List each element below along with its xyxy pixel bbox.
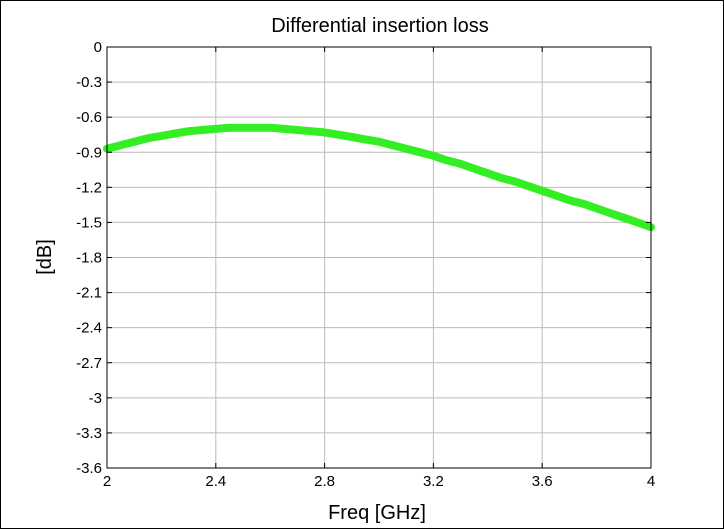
grid-lines: [107, 47, 651, 468]
y-tick-label: -1.5: [76, 214, 102, 231]
tick-marks: [106, 46, 652, 469]
y-tick-label: 0: [94, 39, 102, 56]
y-tick-label: -1.2: [76, 179, 102, 196]
y-tick-label: -2.1: [76, 285, 102, 302]
y-axis-label: [dB]: [34, 239, 56, 275]
x-axis-label: Freq [GHz]: [328, 502, 426, 524]
x-tick-label: 3.2: [423, 473, 444, 490]
series-layer: [103, 123, 655, 232]
x-tick-label: 2.8: [314, 473, 335, 490]
x-tick-label: 4: [647, 473, 655, 490]
y-tick-label: -3.3: [76, 425, 102, 442]
y-tick-label: -3.6: [76, 460, 102, 477]
x-tick-label: 2.4: [205, 473, 226, 490]
y-tick-label: -2.7: [76, 355, 102, 372]
series-line: [103, 123, 655, 232]
y-tick-label: -0.6: [76, 109, 102, 126]
y-tick-label: -3: [89, 390, 102, 407]
y-tick-label: -0.3: [76, 74, 102, 91]
tick-labels: 2 2.4 2.8 3.2 3.6 4 0 -0.3 -0.6 -0.9 -1.2 -1.5 -1.8 -…: [76, 39, 655, 490]
x-tick-label: 2: [103, 473, 111, 490]
y-tick-label: -0.9: [76, 144, 102, 161]
y-tick-label: -2.4: [76, 320, 102, 337]
y-tick-label: -1.8: [76, 250, 102, 267]
x-tick-label: 3.6: [532, 473, 553, 490]
chart-title: Differential insertion loss: [271, 15, 489, 37]
